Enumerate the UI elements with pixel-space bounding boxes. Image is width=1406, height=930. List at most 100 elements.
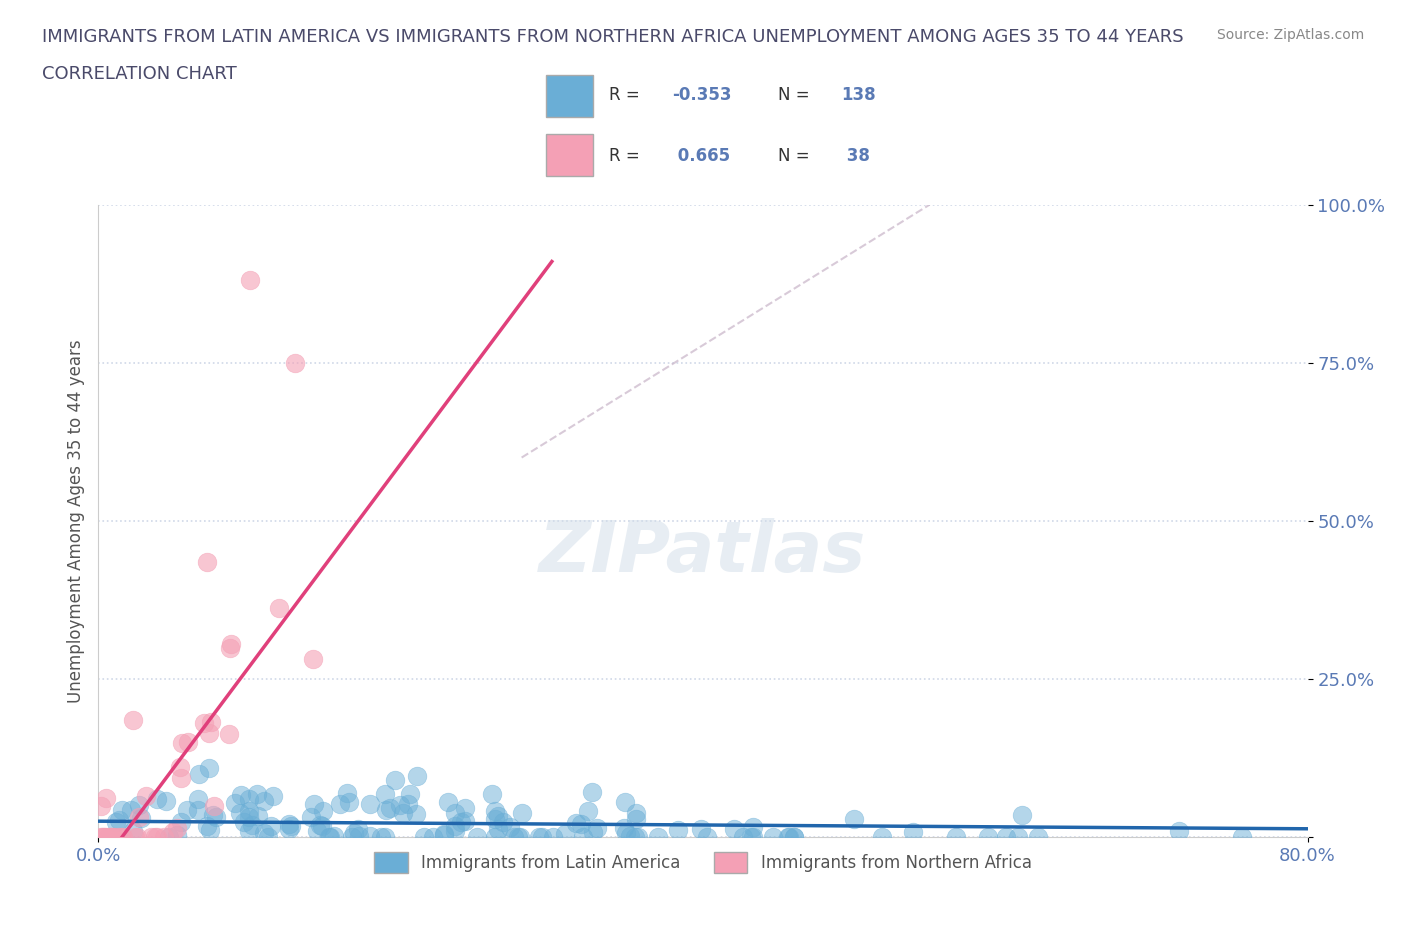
Point: [388, 797, 411, 812]
Point: [336, 786, 359, 801]
Point: [105, 815, 128, 830]
Point: [503, 830, 526, 844]
Point: [155, 794, 177, 809]
Point: [484, 804, 506, 818]
Point: [141, 830, 163, 844]
Point: [486, 808, 509, 823]
Point: [101, 830, 124, 844]
Point: [1007, 830, 1029, 844]
Point: [260, 818, 283, 833]
Point: [527, 830, 550, 844]
FancyBboxPatch shape: [546, 74, 593, 117]
Point: [554, 827, 576, 842]
Point: [347, 829, 370, 844]
Point: [443, 805, 465, 820]
Point: [329, 796, 352, 811]
Point: [170, 770, 193, 785]
Point: [347, 822, 370, 837]
Point: [842, 812, 865, 827]
Point: [162, 825, 184, 840]
Point: [783, 830, 806, 844]
Point: [994, 830, 1017, 844]
Point: [370, 830, 392, 844]
Point: [201, 808, 224, 823]
Point: [742, 820, 765, 835]
Point: [444, 818, 467, 833]
Point: [305, 824, 328, 839]
Text: ZIPatlas: ZIPatlas: [540, 518, 866, 587]
Point: [219, 641, 242, 656]
Point: [146, 791, 169, 806]
Point: [378, 800, 401, 815]
Text: IMMIGRANTS FROM LATIN AMERICA VS IMMIGRANTS FROM NORTHERN AFRICA UNEMPLOYMENT AM: IMMIGRANTS FROM LATIN AMERICA VS IMMIGRA…: [42, 28, 1184, 46]
Point: [374, 830, 396, 844]
Point: [253, 793, 276, 808]
Point: [231, 788, 253, 803]
Point: [322, 829, 344, 844]
Point: [229, 805, 252, 820]
Text: 38: 38: [841, 147, 870, 165]
Point: [901, 825, 924, 840]
Point: [481, 786, 503, 801]
Point: [200, 714, 222, 729]
Point: [337, 795, 360, 810]
Point: [90, 830, 112, 844]
Point: [218, 726, 240, 741]
Point: [731, 830, 754, 844]
Point: [311, 818, 333, 833]
Point: [484, 830, 506, 844]
Point: [198, 725, 221, 740]
Point: [262, 789, 284, 804]
Point: [195, 819, 218, 834]
Point: [108, 813, 131, 828]
Point: [98, 830, 121, 844]
Point: [499, 819, 522, 834]
Point: [101, 830, 124, 844]
Point: [696, 830, 718, 844]
Point: [359, 797, 381, 812]
Point: [374, 787, 396, 802]
Point: [413, 830, 436, 844]
Point: [224, 796, 246, 811]
Point: [405, 807, 427, 822]
Point: [1167, 823, 1189, 838]
Point: [187, 803, 209, 817]
Point: [204, 799, 226, 814]
Text: N =: N =: [779, 147, 815, 165]
Point: [93, 830, 115, 844]
Legend: Immigrants from Latin America, Immigrants from Northern Africa: Immigrants from Latin America, Immigrant…: [368, 845, 1038, 879]
Point: [125, 830, 148, 844]
Point: [145, 830, 167, 844]
Point: [240, 817, 263, 832]
Point: [200, 823, 222, 838]
Point: [762, 830, 785, 844]
Point: [432, 827, 454, 842]
Point: [278, 821, 301, 836]
Point: [406, 769, 429, 784]
Y-axis label: Unemployment Among Ages 35 to 44 years: Unemployment Among Ages 35 to 44 years: [66, 339, 84, 702]
Point: [1011, 808, 1033, 823]
Point: [778, 830, 800, 844]
Point: [256, 830, 278, 844]
Point: [169, 815, 191, 830]
Point: [301, 651, 323, 666]
Point: [454, 814, 477, 829]
Point: [166, 828, 188, 843]
Point: [450, 815, 472, 830]
Point: [564, 816, 586, 830]
Point: [131, 811, 153, 826]
Point: [340, 830, 363, 844]
Point: [299, 810, 322, 825]
Point: [172, 736, 194, 751]
Point: [359, 829, 381, 844]
Point: [94, 790, 117, 805]
Point: [530, 830, 553, 844]
Point: [302, 797, 325, 812]
Point: [135, 789, 157, 804]
Point: [1026, 830, 1049, 844]
Point: [465, 830, 488, 844]
Point: [647, 830, 669, 844]
Point: [569, 817, 592, 831]
Point: [1230, 830, 1253, 844]
Point: [204, 809, 226, 824]
